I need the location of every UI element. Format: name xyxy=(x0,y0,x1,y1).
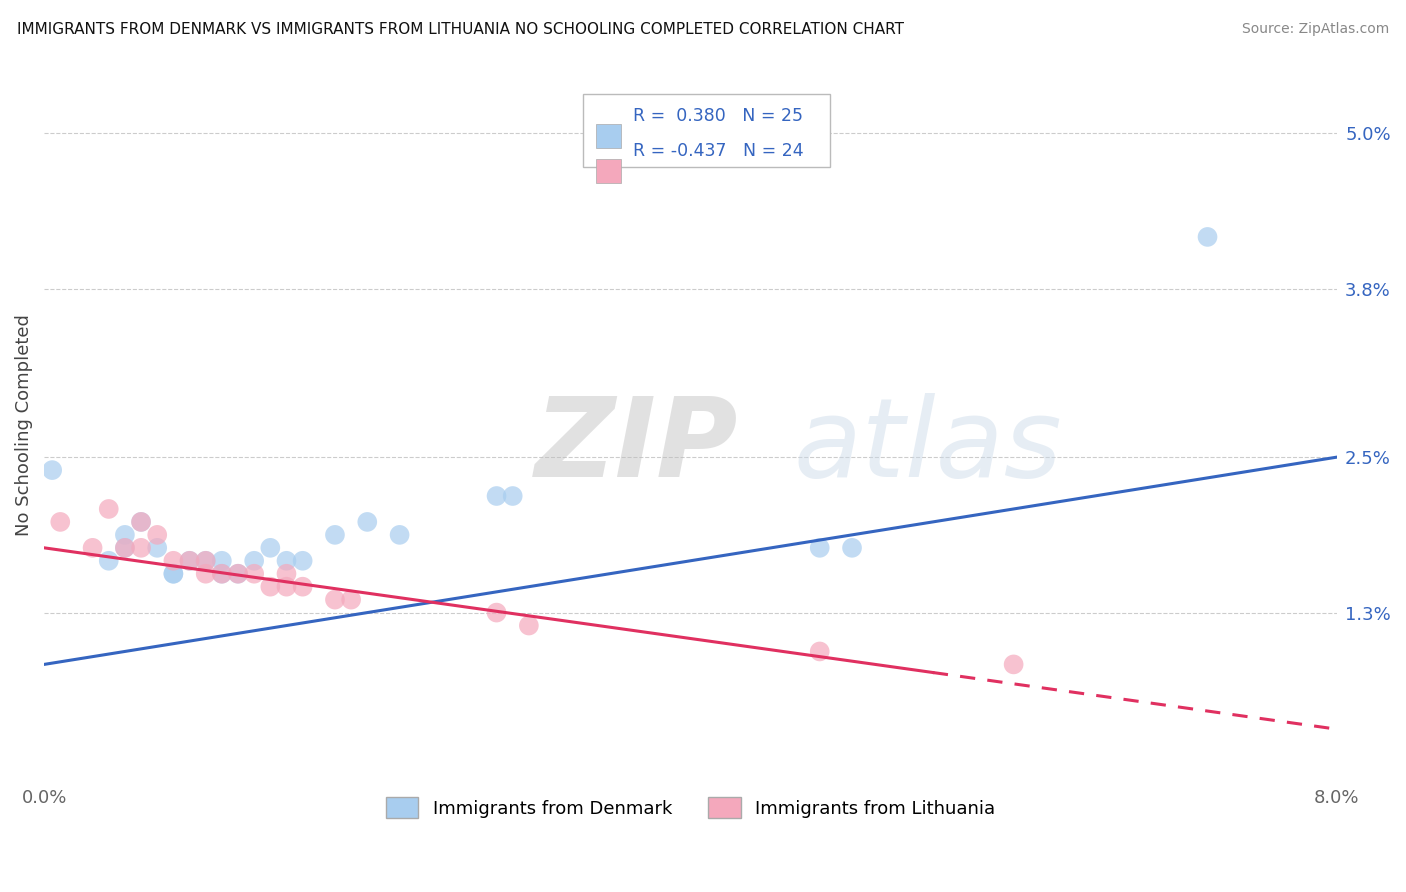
Point xyxy=(291,554,314,568)
Point xyxy=(179,554,201,568)
Point xyxy=(211,554,233,568)
Point xyxy=(243,554,266,568)
Point xyxy=(114,541,136,555)
Point xyxy=(243,566,266,581)
Point xyxy=(129,515,152,529)
Point xyxy=(129,515,152,529)
Text: IMMIGRANTS FROM DENMARK VS IMMIGRANTS FROM LITHUANIA NO SCHOOLING COMPLETED CORR: IMMIGRANTS FROM DENMARK VS IMMIGRANTS FR… xyxy=(17,22,904,37)
Point xyxy=(388,528,411,542)
Point xyxy=(276,554,298,568)
Legend: Immigrants from Denmark, Immigrants from Lithuania: Immigrants from Denmark, Immigrants from… xyxy=(378,790,1002,825)
Point xyxy=(194,554,217,568)
Point xyxy=(1197,230,1219,244)
Point xyxy=(114,541,136,555)
Text: R = -0.437   N = 24: R = -0.437 N = 24 xyxy=(633,142,803,160)
Text: atlas: atlas xyxy=(794,392,1063,500)
Text: Source: ZipAtlas.com: Source: ZipAtlas.com xyxy=(1241,22,1389,37)
Point xyxy=(162,566,184,581)
Point xyxy=(259,541,281,555)
Point xyxy=(146,528,169,542)
Point xyxy=(356,515,378,529)
Point xyxy=(211,566,233,581)
Point xyxy=(502,489,524,503)
Point xyxy=(808,644,831,658)
Point xyxy=(146,541,169,555)
Point xyxy=(323,528,346,542)
Y-axis label: No Schooling Completed: No Schooling Completed xyxy=(15,314,32,536)
Point xyxy=(276,580,298,594)
Point xyxy=(49,515,72,529)
Point xyxy=(194,566,217,581)
Point xyxy=(129,541,152,555)
Point xyxy=(194,554,217,568)
Point xyxy=(1002,657,1025,672)
Point xyxy=(179,554,201,568)
Point xyxy=(97,502,120,516)
Point xyxy=(517,618,540,632)
Text: ZIP: ZIP xyxy=(536,392,738,500)
Point xyxy=(226,566,249,581)
Point xyxy=(97,554,120,568)
Point xyxy=(276,566,298,581)
Point xyxy=(841,541,863,555)
Point xyxy=(485,606,508,620)
Point xyxy=(485,489,508,503)
Point xyxy=(259,580,281,594)
Point xyxy=(340,592,363,607)
Point xyxy=(808,541,831,555)
Point xyxy=(162,566,184,581)
Text: R =  0.380   N = 25: R = 0.380 N = 25 xyxy=(633,107,803,125)
Point xyxy=(41,463,63,477)
Point xyxy=(226,566,249,581)
Point xyxy=(323,592,346,607)
Point xyxy=(82,541,104,555)
Point xyxy=(211,566,233,581)
Point xyxy=(162,554,184,568)
Point xyxy=(291,580,314,594)
Point xyxy=(114,528,136,542)
